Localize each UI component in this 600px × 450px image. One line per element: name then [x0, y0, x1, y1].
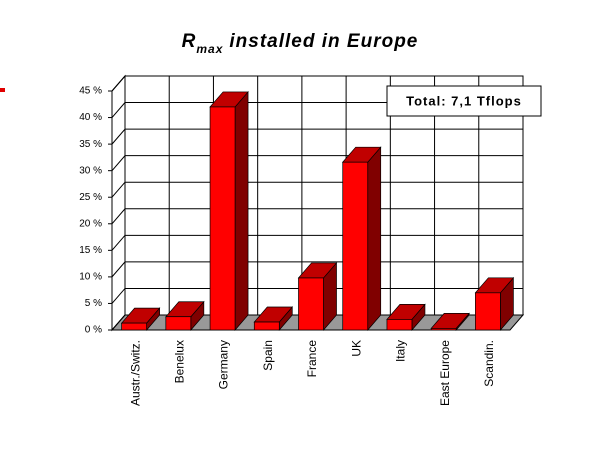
- bar: [209, 106, 236, 331]
- y-tick-label: 35 %: [79, 139, 102, 150]
- title-rest: installed in Europe: [229, 31, 418, 52]
- bar: [165, 316, 192, 331]
- annotation: Total: 7,1 Tflops: [406, 93, 522, 108]
- x-tick-label: Germany: [217, 340, 231, 389]
- y-tick-label: 15 %: [79, 245, 102, 256]
- x-tick-label: France: [305, 340, 319, 378]
- y-tick-label: 30 %: [79, 165, 102, 176]
- grid-line: [111, 181, 523, 198]
- side-wall: [111, 74, 126, 332]
- y-tick-label: 20 %: [79, 218, 102, 229]
- y-tick-label: 25 %: [79, 192, 102, 203]
- bar: [121, 322, 147, 331]
- annotation-box: [386, 85, 542, 117]
- grid-line: [111, 128, 523, 145]
- plot-area: 0 % 5 % 10 % 15 % 20 % 25 % 30 % 35 % 40 % 45 % Au…: [79, 74, 525, 406]
- slide-marker: [0, 88, 5, 92]
- x-tick-label: East Europe: [438, 340, 452, 406]
- x-tick-label: Scandin.: [482, 340, 496, 387]
- grid-line: [111, 287, 523, 304]
- bar: [342, 161, 369, 331]
- bar-side: [367, 146, 382, 331]
- bar: [253, 321, 280, 331]
- x-tick-label: UK: [349, 340, 363, 357]
- x-tick-label: Spain: [261, 340, 275, 371]
- bar: [386, 319, 413, 331]
- bar: [298, 277, 324, 331]
- grid-line: [111, 261, 523, 278]
- y-tick-label: 40 %: [79, 112, 102, 123]
- bar: [475, 292, 501, 331]
- title-main: R: [182, 31, 197, 52]
- grid-line: [111, 208, 523, 225]
- title-subscript: max: [196, 42, 223, 56]
- chart-title: Rmax installed in Europe: [182, 31, 419, 56]
- y-tick-label: 0 %: [85, 325, 102, 336]
- x-tick-label: Italy: [394, 340, 408, 362]
- grid-line: [111, 155, 523, 171]
- grid-line: [111, 75, 523, 92]
- x-tick-label: Austr./Switz.: [128, 340, 142, 406]
- y-tick-label: 45 %: [79, 86, 102, 97]
- y-tick-label: 10 %: [79, 272, 102, 283]
- bar-side: [234, 90, 249, 331]
- bar: [430, 328, 457, 331]
- y-tick-label: 5 %: [85, 298, 102, 309]
- grid-line: [111, 234, 523, 251]
- x-tick-label: Benelux: [173, 340, 187, 383]
